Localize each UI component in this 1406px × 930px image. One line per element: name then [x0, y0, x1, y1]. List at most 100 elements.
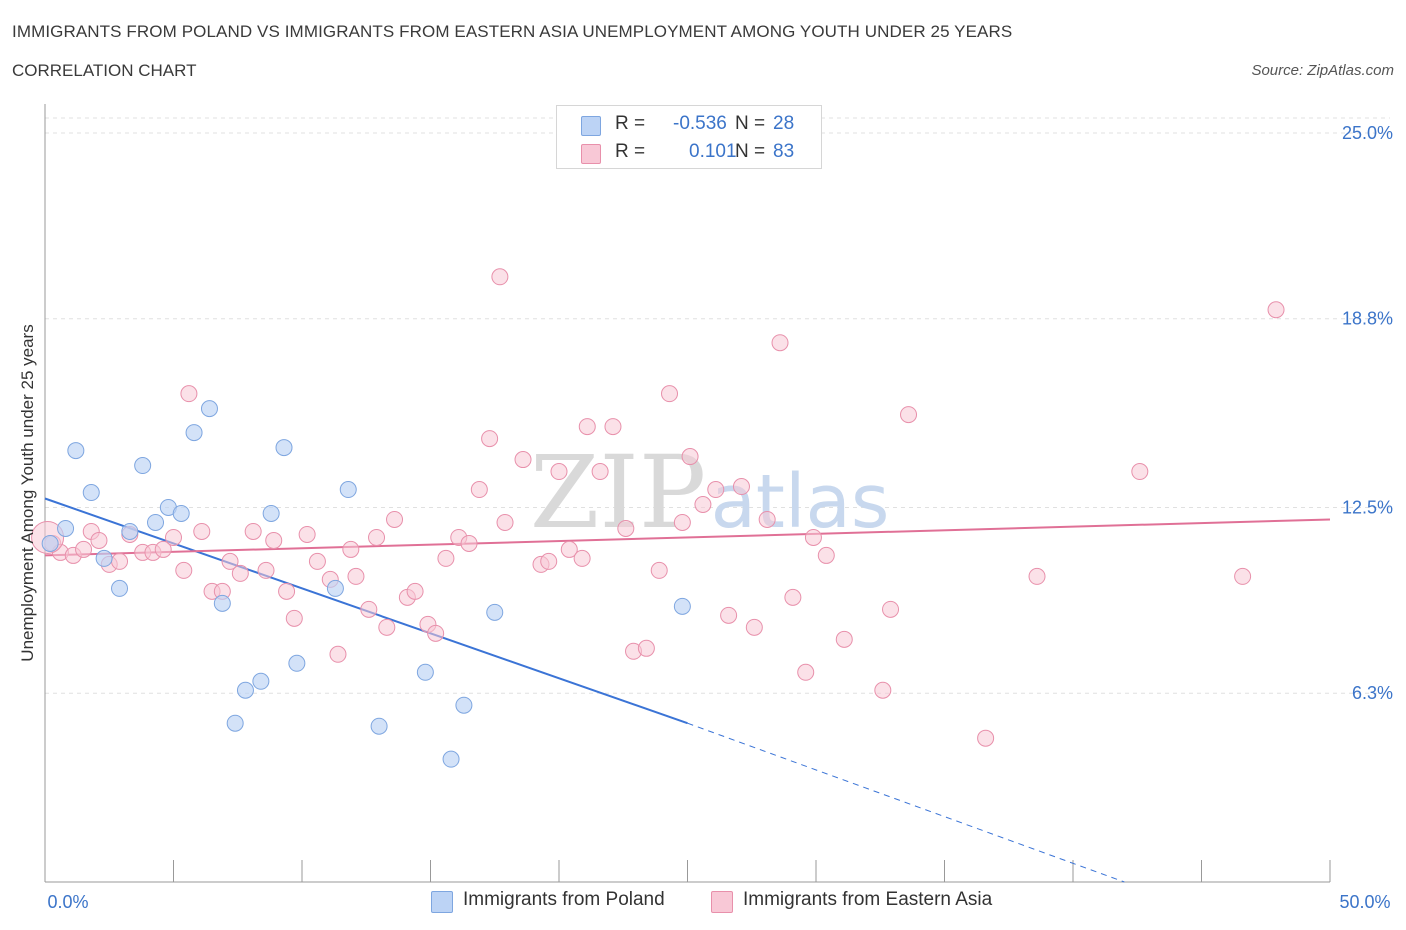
poland-point [57, 519, 75, 537]
y-tick-label: 25.0% [1342, 123, 1393, 143]
eastern-asia-point [758, 510, 776, 528]
correlation-legend: R = -0.536 N = 28 R = 0.101 N = 83 [556, 105, 822, 169]
eastern-asia-point [193, 522, 211, 540]
series-poland-points [41, 400, 691, 768]
poland-point [213, 594, 231, 612]
tick-labels: 6.3% 12.5% 18.8% 25.0% 0.0% 50.0% [47, 123, 1393, 912]
eastern-asia-point [784, 588, 802, 606]
poland-point [416, 663, 434, 681]
eastern-asia-point [1028, 567, 1046, 585]
source-credit: Source: ZipAtlas.com [1251, 62, 1394, 79]
eastern-asia-point [540, 552, 558, 570]
eastern-asia-point [470, 481, 488, 499]
poland-point [200, 400, 218, 418]
eastern-asia-point [578, 418, 596, 436]
legend-n-label: N = [735, 141, 766, 162]
eastern-asia-point [797, 663, 815, 681]
eastern-asia-point [165, 528, 182, 546]
poland-point [673, 597, 691, 615]
eastern-asia-point [637, 639, 655, 657]
eastern-asia-point [75, 540, 93, 558]
poland-point [172, 504, 190, 522]
eastern-asia-point [591, 463, 609, 481]
y-tick-label: 6.3% [1352, 683, 1393, 703]
poland-point [442, 750, 460, 768]
y-axis-label: Unemployment Among Youth under 25 years [18, 324, 37, 662]
poland-point [236, 681, 254, 699]
chart-title: IMMIGRANTS FROM POLAND VS IMMIGRANTS FRO… [12, 22, 1013, 41]
eastern-asia-point [732, 478, 750, 496]
poland-point [82, 484, 100, 502]
eastern-asia-point [175, 561, 193, 579]
eastern-asia-point [368, 528, 386, 546]
poland-point [111, 579, 129, 597]
eastern-asia-point [1234, 567, 1252, 585]
legend-label-eastern-asia: Immigrants from Eastern Asia [743, 889, 993, 910]
legend-r-label: R = [615, 141, 646, 162]
eastern-asia-point [427, 624, 445, 642]
poland-point [95, 549, 113, 567]
poland-point [41, 534, 59, 552]
eastern-asia-point [560, 540, 578, 558]
poland-point [226, 714, 244, 732]
eastern-asia-point [244, 522, 262, 540]
eastern-asia-point [604, 418, 622, 436]
poland-point [288, 654, 306, 672]
series-eastern-asia-points [31, 268, 1285, 747]
eastern-asia-point [977, 729, 995, 747]
poland-swatch-icon [581, 116, 601, 136]
legend-n-label: N = [735, 113, 766, 134]
legend-n-value: 83 [773, 141, 795, 162]
poland-point [147, 513, 165, 531]
eastern-asia-point [573, 549, 591, 567]
eastern-asia-point [650, 561, 668, 579]
eastern-asia-point [180, 385, 198, 403]
eastern-asia-point [308, 552, 326, 570]
eastern-asia-point [874, 681, 892, 699]
poland-point [486, 603, 504, 621]
legend-label-poland: Immigrants from Poland [463, 889, 665, 910]
eastern-asia-point [1267, 301, 1285, 319]
eastern-asia-point [720, 606, 738, 624]
eastern-asia-point [360, 600, 378, 618]
poland-point [275, 439, 293, 457]
eastern-asia-point [257, 561, 275, 579]
eastern-asia-point [285, 609, 303, 627]
eastern-asia-point [745, 618, 763, 636]
y-tick-label: 18.8% [1342, 309, 1393, 329]
eastern-asia-trend-line [44, 518, 1331, 557]
eastern-asia-point [378, 618, 396, 636]
eastern-asia-point [617, 519, 635, 537]
eastern-asia-point [900, 406, 918, 424]
poland-point [455, 696, 473, 714]
poland-point [252, 672, 270, 690]
poland-point [262, 504, 280, 522]
watermark-atlas: atlas [711, 459, 890, 545]
poland-point [370, 717, 388, 735]
eastern-asia-point [342, 540, 360, 558]
legend-n-value: 28 [773, 113, 795, 134]
poland-point [326, 579, 344, 597]
grid-layer [45, 117, 1390, 694]
y-tick-label: 12.5% [1342, 497, 1393, 517]
legend-r-value: 0.101 [689, 141, 737, 162]
eastern-asia-point [496, 513, 514, 531]
eastern-asia-point [707, 481, 725, 499]
eastern-asia-point [298, 525, 316, 543]
eastern-asia-point [111, 552, 129, 570]
poland-point [339, 481, 357, 499]
eastern-asia-point [514, 451, 532, 469]
chart-subtitle: CORRELATION CHART [12, 61, 197, 80]
eastern-asia-point [673, 513, 691, 531]
poland-point [67, 442, 85, 460]
eastern-asia-point [386, 510, 404, 528]
eastern-asia-point [481, 430, 499, 448]
x-tick-label: 0.0% [47, 892, 88, 912]
eastern-asia-point [90, 531, 108, 549]
eastern-asia-point [491, 268, 509, 286]
poland-trend-extension [687, 722, 1125, 883]
eastern-asia-point [265, 531, 283, 549]
eastern-asia-point [835, 630, 853, 648]
eastern-asia-point [231, 564, 249, 582]
